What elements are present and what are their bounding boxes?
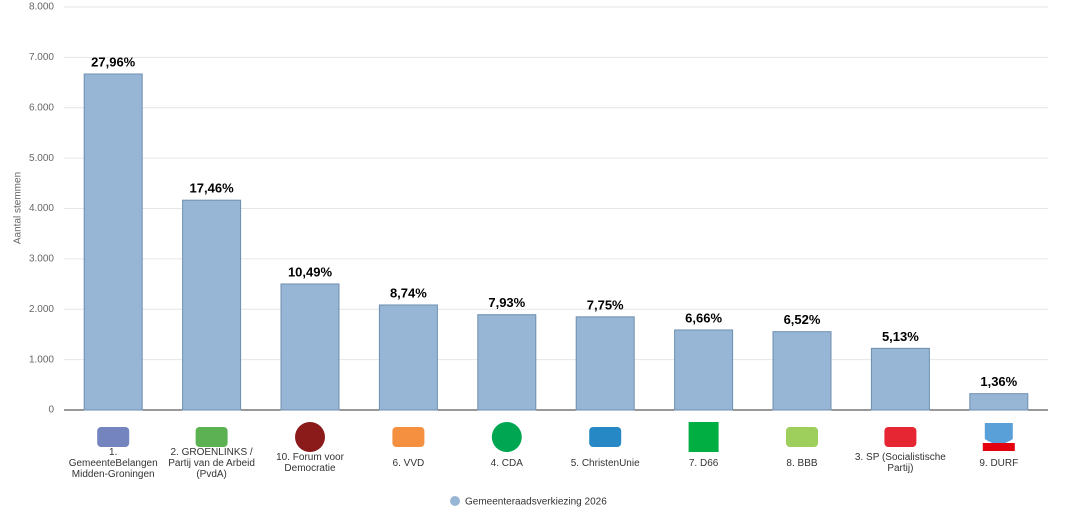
logo-shape bbox=[97, 427, 130, 447]
bar bbox=[969, 393, 1029, 411]
value-label: 8,74% bbox=[390, 285, 427, 300]
party-logo bbox=[884, 427, 917, 447]
x-tick-label: 1. GemeenteBelangen Midden-Groningen bbox=[68, 446, 158, 480]
legend-label: Gemeenteraadsverkiezing 2026 bbox=[465, 497, 607, 508]
bar bbox=[674, 329, 734, 411]
y-tick-label: 4.000 bbox=[29, 203, 54, 214]
party-logo bbox=[97, 427, 130, 447]
bar bbox=[477, 314, 537, 411]
value-label: 6,66% bbox=[685, 310, 722, 325]
value-label: 5,13% bbox=[882, 329, 919, 344]
y-tick-label: 8.000 bbox=[29, 2, 54, 13]
y-tick-label: 1.000 bbox=[29, 354, 54, 365]
x-tick-label: 8. BBB bbox=[786, 457, 818, 469]
logo-shape bbox=[392, 427, 425, 447]
x-tick-label: 9. DURF bbox=[979, 457, 1019, 469]
bar bbox=[378, 304, 438, 411]
logo-shape bbox=[786, 427, 818, 447]
bar bbox=[772, 331, 832, 411]
x-tick-label: 6. VVD bbox=[392, 457, 425, 469]
value-label: 7,75% bbox=[587, 297, 624, 312]
party-logo bbox=[491, 422, 522, 452]
value-label: 1,36% bbox=[980, 374, 1017, 389]
y-tick-label: 7.000 bbox=[29, 52, 54, 63]
x-tick-label: 3. SP (Socialistische Partij) bbox=[854, 452, 946, 474]
x-tick-label: 4. CDA bbox=[490, 457, 523, 469]
party-logo bbox=[982, 423, 1015, 451]
y-tick-label: 2.000 bbox=[29, 304, 54, 315]
y-tick-label: 0 bbox=[48, 405, 54, 416]
legend-marker bbox=[450, 496, 460, 506]
logo-shape bbox=[295, 422, 325, 452]
party-logo bbox=[392, 427, 425, 447]
logo-shape bbox=[982, 443, 1015, 451]
bar bbox=[83, 73, 143, 411]
logo-shape bbox=[984, 423, 1013, 444]
party-logo bbox=[295, 422, 325, 452]
logo-shape bbox=[195, 427, 228, 447]
value-label: 10,49% bbox=[288, 264, 333, 279]
value-label: 17,46% bbox=[190, 181, 235, 196]
logo-shape bbox=[884, 427, 917, 447]
party-logo bbox=[786, 427, 818, 447]
y-tick-label: 3.000 bbox=[29, 254, 54, 265]
value-label: 7,93% bbox=[488, 295, 525, 310]
party-logo bbox=[589, 427, 622, 447]
logo-shape bbox=[589, 427, 622, 447]
logo-shape bbox=[688, 422, 719, 452]
x-tick-label: 7. D66 bbox=[688, 457, 719, 469]
x-tick-label: 10. Forum voor Democratie bbox=[276, 452, 344, 474]
bar bbox=[870, 347, 930, 411]
bar bbox=[182, 199, 242, 411]
x-tick-label: 5. ChristenUnie bbox=[570, 457, 640, 469]
y-axis-title: Aantal stemmen bbox=[13, 172, 24, 244]
value-label: 27,96% bbox=[91, 54, 136, 69]
party-logo bbox=[195, 427, 228, 447]
party-logo bbox=[688, 422, 719, 452]
value-label: 6,52% bbox=[784, 312, 821, 327]
x-tick-label: 2. GROENLINKS / Partij van de Arbeid (Pv… bbox=[168, 446, 255, 480]
bar bbox=[575, 316, 635, 411]
y-tick-label: 6.000 bbox=[29, 102, 54, 113]
bar bbox=[280, 283, 340, 411]
y-tick-label: 5.000 bbox=[29, 153, 54, 164]
logo-shape bbox=[491, 422, 522, 452]
